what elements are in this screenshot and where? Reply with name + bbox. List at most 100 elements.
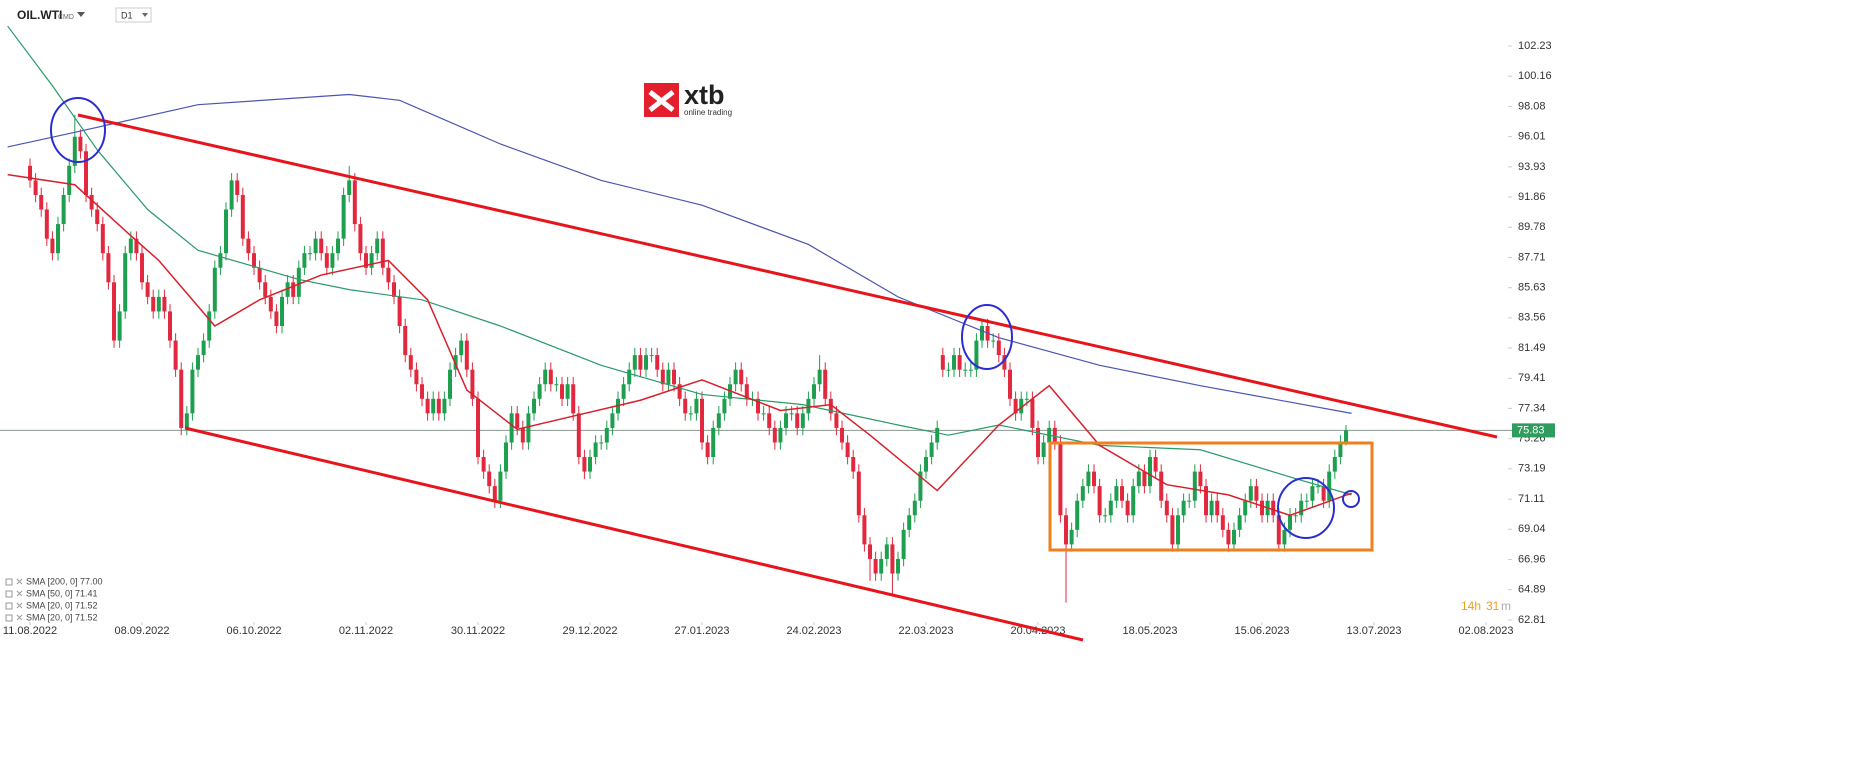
candle-body [1316, 486, 1321, 488]
candle-body [845, 442, 850, 458]
legend: SMA [200, 0] 77.00 SMA [50, 0] 71.41 SMA [… [5, 576, 103, 622]
legend-icon [5, 614, 13, 622]
candle-body [386, 267, 391, 283]
y-tick-label: 69.04 [1518, 523, 1546, 535]
candle-body [1332, 457, 1337, 472]
candle-body [1002, 355, 1007, 370]
y-tick-label: 79.41 [1518, 372, 1546, 384]
candle-body [218, 253, 223, 268]
candle-body [705, 442, 710, 458]
candle-body [179, 369, 184, 428]
candle-body [1013, 398, 1018, 414]
dropdown-arrow[interactable] [77, 12, 85, 17]
interval-box[interactable] [115, 7, 152, 23]
candle-body [610, 413, 615, 428]
x-tick-label: 06.10.2022 [226, 625, 281, 637]
legend-close [16, 614, 23, 621]
candle-body [632, 355, 637, 370]
candle-body [1036, 427, 1041, 458]
candle-body [369, 253, 374, 268]
header: OIL.WTI CMD D1 [17, 7, 152, 23]
candle-body [313, 238, 318, 254]
candle-body [464, 340, 469, 370]
candle-body [67, 165, 72, 195]
candle-body [1131, 486, 1136, 516]
y-tick-label: 91.86 [1518, 191, 1546, 203]
candle-body [543, 369, 548, 385]
legend-icon [5, 602, 13, 610]
candle-body [778, 427, 783, 443]
candle-body [420, 384, 425, 399]
y-tick-label: 96.01 [1518, 130, 1546, 142]
candle-body [448, 369, 453, 399]
candle-body [224, 209, 229, 254]
symbol[interactable]: OIL.WTI [17, 8, 62, 22]
legend-label: SMA [20, 0] 71.52 [26, 612, 98, 622]
candle-body [879, 558, 884, 574]
candle-body [576, 413, 581, 458]
candle-body [733, 369, 738, 385]
candle-body [235, 180, 240, 195]
candle-body [308, 253, 313, 255]
candle-body [291, 282, 296, 297]
logo-tagline: online trading [684, 108, 732, 117]
candle-body [1254, 486, 1259, 501]
candle-body [884, 544, 889, 559]
candle-body [1321, 486, 1326, 501]
x-tick-label: 13.07.2023 [1346, 625, 1401, 637]
candle-body [1142, 471, 1147, 487]
legend-label: SMA [50, 0] 71.41 [26, 588, 98, 598]
candle-body [89, 194, 94, 210]
candle-body [1092, 471, 1097, 487]
candle-body [722, 398, 727, 414]
candle-body [520, 427, 525, 443]
candle-body [50, 238, 55, 254]
candle-body [1153, 457, 1158, 472]
y-tick-label: 73.19 [1518, 463, 1546, 475]
sma-line [7, 93, 1352, 414]
candle-body [28, 165, 33, 181]
candle-body [784, 413, 789, 428]
y-tick-label: 71.11 [1518, 493, 1545, 505]
x-tick-label: 22.03.2023 [898, 625, 953, 637]
candle-body [436, 398, 441, 414]
candle-body [1086, 471, 1091, 487]
candle-body [1187, 500, 1192, 502]
candle-body [229, 180, 234, 210]
candle-body [532, 398, 537, 414]
candle-body [1344, 430, 1349, 443]
candle-body [756, 398, 761, 414]
candle-body [868, 544, 873, 559]
candle-body [526, 413, 531, 443]
x-tick-label: 18.05.2023 [1122, 625, 1177, 637]
candle-body [694, 398, 699, 414]
candle-body [980, 325, 985, 341]
candle-body [184, 413, 189, 428]
candle-body [683, 398, 688, 414]
candle-body [240, 194, 245, 239]
candle-body [560, 384, 565, 399]
highlight-circle [961, 304, 1013, 370]
candle-body [280, 296, 285, 326]
candle-body [1064, 515, 1069, 545]
candle-body [263, 282, 268, 297]
candle-body [548, 369, 553, 385]
candle-body [1041, 442, 1046, 458]
candle-body [151, 296, 156, 312]
candle-body [716, 413, 721, 428]
candle-body [100, 224, 105, 254]
candle-body [72, 136, 77, 166]
candle-body [212, 267, 217, 312]
candle-body [414, 369, 419, 385]
candle-body [1288, 515, 1293, 530]
resistance-line [77, 113, 1498, 439]
countdown-unit: m [1501, 599, 1511, 613]
candle-body [336, 238, 341, 254]
candle-body [380, 238, 385, 268]
candle-body [1293, 515, 1298, 517]
candle-body [800, 413, 805, 428]
candle-body [1176, 515, 1181, 545]
x-tick-label: 02.11.2022 [339, 625, 393, 637]
candle-body [352, 180, 357, 225]
